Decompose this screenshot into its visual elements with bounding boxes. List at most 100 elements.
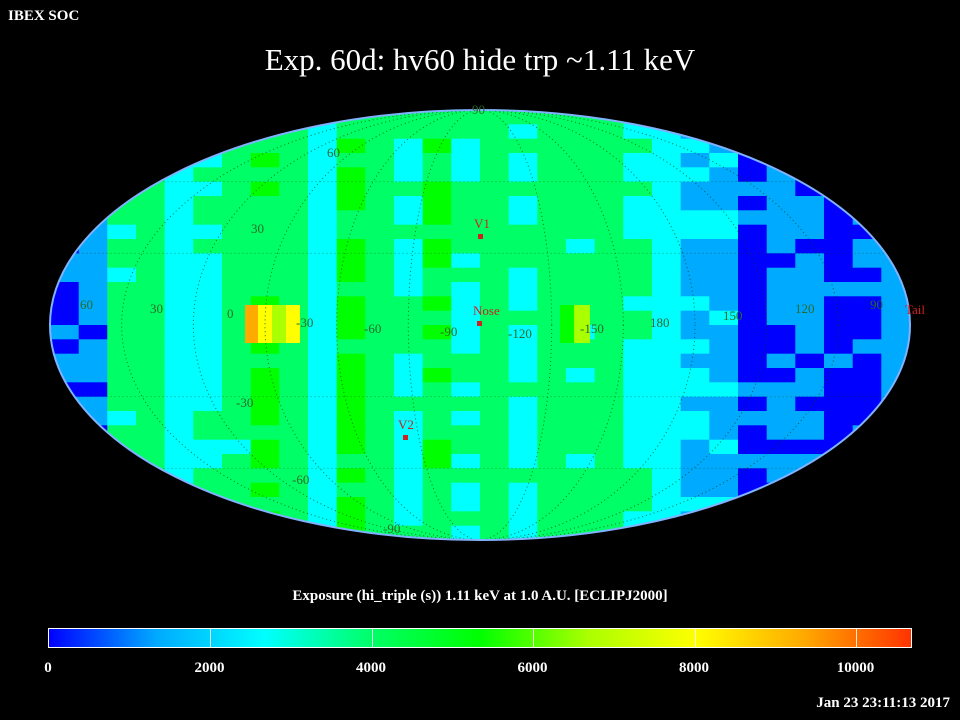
exposure-cell	[250, 353, 280, 369]
exposure-cell	[795, 368, 825, 383]
exposure-cell	[451, 253, 481, 269]
exposure-cell	[222, 482, 252, 498]
exposure-cell	[795, 196, 825, 211]
exposure-cell	[308, 511, 338, 527]
exposure-cell	[336, 439, 366, 455]
colorbar	[48, 628, 912, 648]
exposure-cell	[652, 325, 682, 340]
exposure-cell	[537, 482, 567, 498]
exposure-cell	[824, 511, 854, 527]
exposure-cell	[50, 153, 80, 168]
exposure-cell	[136, 325, 166, 340]
exposure-cell	[766, 353, 796, 369]
exposure-cell	[623, 325, 653, 340]
exposure-cell	[365, 353, 395, 369]
lon-label: 30	[150, 301, 163, 316]
exposure-cell	[766, 382, 796, 398]
exposure-cell	[623, 138, 653, 154]
exposure-cell	[852, 353, 882, 369]
exposure-cell	[336, 339, 366, 355]
exposure-cell	[107, 396, 137, 412]
exposure-cell	[652, 239, 682, 254]
exposure-cell	[537, 497, 567, 512]
exposure-cell	[394, 482, 424, 498]
exposure-cell	[594, 439, 624, 455]
exposure-cell	[881, 411, 910, 426]
exposure-cell	[680, 196, 710, 211]
exposure-cell	[709, 482, 739, 498]
exposure-cell	[250, 382, 280, 398]
exposure-cell	[50, 339, 80, 355]
exposure-cell	[795, 267, 825, 283]
exposure-cell	[566, 411, 596, 426]
exposure-cell	[222, 368, 252, 383]
exposure-cell	[365, 425, 395, 441]
exposure-cell	[336, 497, 366, 512]
exposure-cell	[508, 110, 538, 125]
exposure-cell	[365, 296, 395, 312]
exposure-cell	[537, 325, 567, 340]
exposure-cell	[222, 339, 252, 355]
exposure-cell	[680, 525, 710, 540]
exposure-cell	[824, 224, 854, 240]
exposure-cell	[365, 153, 395, 168]
exposure-cell	[680, 411, 710, 426]
exposure-cell	[738, 110, 768, 125]
exposure-cell	[136, 439, 166, 455]
exposure-cell	[795, 124, 825, 140]
exposure-cell	[508, 138, 538, 154]
exposure-cell	[136, 138, 166, 154]
exposure-cell	[881, 339, 910, 355]
exposure-cell	[881, 439, 910, 455]
exposure-cell	[136, 224, 166, 240]
exposure-cell	[422, 167, 452, 183]
exposure-cell	[451, 282, 481, 297]
nose-label: Nose	[473, 303, 500, 318]
exposure-cell	[222, 396, 252, 412]
exposure-cell	[78, 153, 108, 168]
exposure-cell	[480, 368, 510, 383]
exposure-cell	[193, 110, 223, 125]
exposure-cell	[795, 425, 825, 441]
exposure-cell	[680, 239, 710, 254]
exposure-cell	[537, 196, 567, 211]
exposure-cell	[594, 482, 624, 498]
exposure-cell	[480, 124, 510, 140]
exposure-cell	[193, 339, 223, 355]
exposure-cell	[709, 511, 739, 527]
lon-label: 90	[870, 297, 883, 312]
exposure-cell	[623, 210, 653, 226]
exposure-cell	[422, 296, 452, 312]
exposure-cell	[107, 110, 137, 125]
exposure-cell	[308, 167, 338, 183]
exposure-cell	[193, 511, 223, 527]
exposure-cell	[508, 267, 538, 283]
exposure-cell	[422, 224, 452, 240]
exposure-cell	[250, 153, 280, 168]
exposure-cell	[738, 339, 768, 355]
exposure-cell	[537, 167, 567, 183]
exposure-cell	[50, 124, 80, 140]
colorbar-tick-label: 2000	[194, 660, 225, 676]
exposure-cell	[451, 153, 481, 168]
exposure-cell	[308, 482, 338, 498]
exposure-cell	[566, 124, 596, 140]
exposure-cell	[365, 497, 395, 512]
exposure-cell	[652, 339, 682, 355]
exposure-cell	[50, 454, 80, 469]
exposure-cell	[136, 267, 166, 283]
exposure-cell	[594, 454, 624, 469]
exposure-cell	[508, 239, 538, 254]
exposure-cell	[50, 396, 80, 412]
exposure-cell	[537, 210, 567, 226]
exposure-cell	[336, 124, 366, 140]
exposure-cell	[766, 439, 796, 455]
exposure-cell	[566, 353, 596, 369]
exposure-cell	[422, 411, 452, 426]
exposure-cell	[336, 325, 366, 340]
exposure-cell	[566, 239, 596, 254]
exposure-cell	[537, 411, 567, 426]
exposure-cell	[881, 425, 910, 441]
exposure-cell	[451, 411, 481, 426]
exposure-cell	[394, 425, 424, 441]
